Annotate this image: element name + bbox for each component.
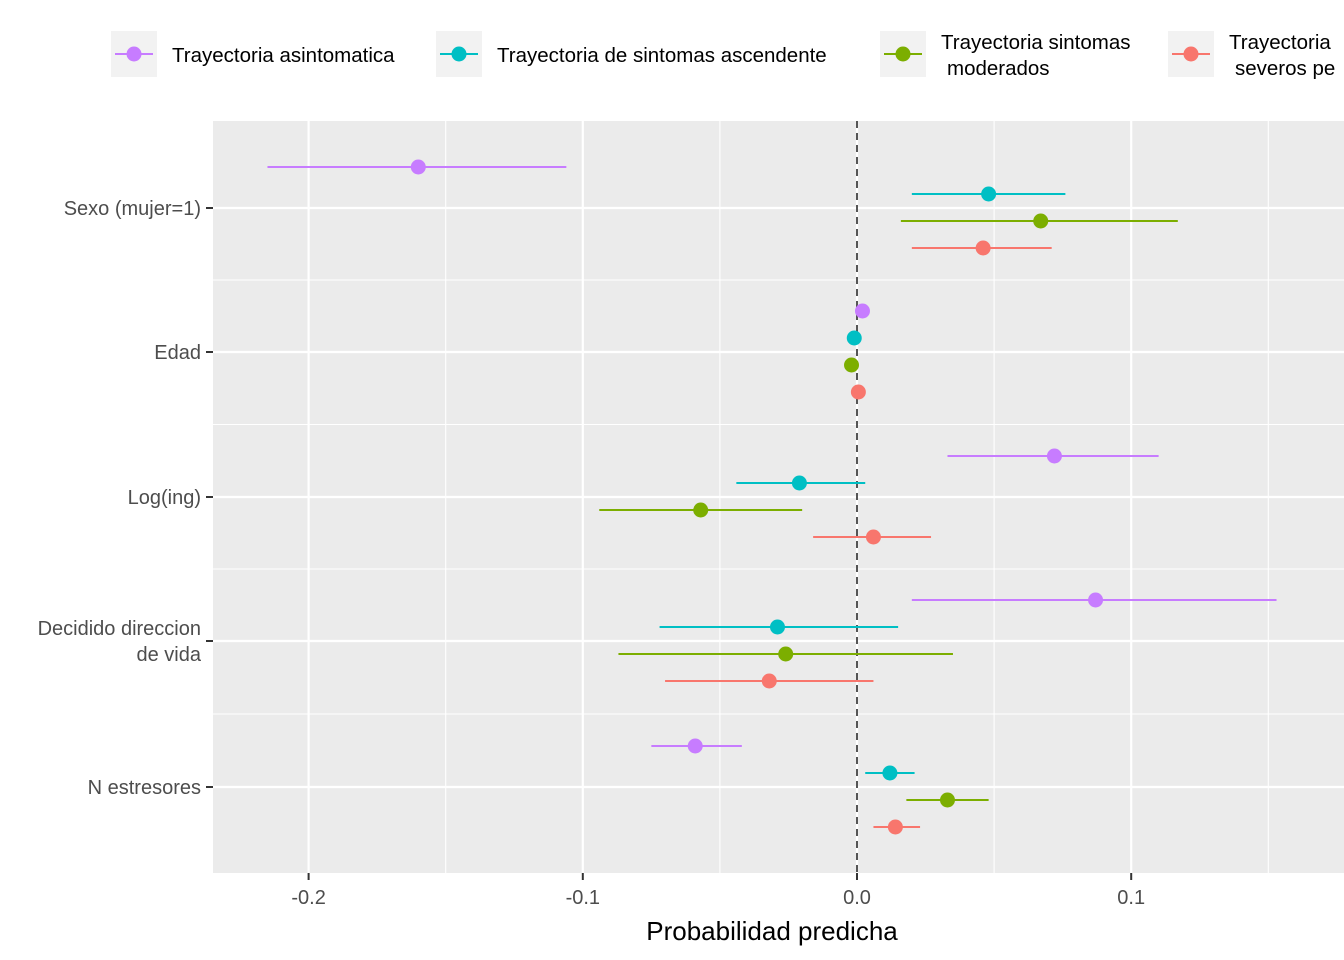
y-tick-label-line: N estresores bbox=[88, 777, 201, 799]
legend-key-point bbox=[451, 46, 467, 62]
legend-label: Trayectoria asintomatica bbox=[172, 44, 395, 67]
legend-label: Trayectoria severos pe bbox=[1229, 31, 1335, 80]
data-point bbox=[1033, 213, 1049, 229]
legend-label: Trayectoria de sintomas ascendente bbox=[497, 44, 827, 67]
legend-label-line: moderados bbox=[947, 57, 1050, 80]
data-point bbox=[410, 159, 426, 175]
data-point bbox=[769, 619, 785, 635]
x-axis: -0.2 -0.1 0.0 0.1 bbox=[291, 873, 1145, 909]
y-tick-label-line: de vida bbox=[137, 644, 202, 666]
x-tick-label: 0.1 bbox=[1117, 887, 1145, 909]
y-tick-label: Edad bbox=[154, 342, 201, 364]
data-point bbox=[981, 186, 997, 202]
y-tick-label: Decidido direccion de vida bbox=[38, 618, 202, 666]
x-axis-title: Probabilidad predicha bbox=[646, 916, 898, 946]
legend-key-point bbox=[895, 46, 911, 62]
legend-label-line: Trayectoria bbox=[1229, 31, 1331, 54]
legend-item: Trayectoria severos pe bbox=[1168, 31, 1335, 80]
legend-key-point bbox=[126, 46, 142, 62]
y-tick-label: N estresores bbox=[88, 777, 201, 799]
y-tick-label-line: Log(ing) bbox=[128, 487, 201, 509]
legend-item: Trayectoria asintomatica bbox=[111, 31, 395, 77]
legend-label-line: Trayectoria de sintomas ascendente bbox=[497, 44, 827, 67]
data-point bbox=[778, 646, 794, 662]
x-tick-label: -0.1 bbox=[566, 887, 600, 909]
y-tick-label-line: Edad bbox=[154, 342, 201, 364]
data-point bbox=[850, 384, 866, 400]
data-point bbox=[854, 303, 870, 319]
data-marks bbox=[267, 159, 1277, 835]
y-tick-label: Sexo (mujer=1) bbox=[64, 198, 201, 220]
data-point bbox=[693, 502, 709, 518]
legend-item: Trayectoria sintomas moderados bbox=[880, 31, 1131, 80]
y-tick-label: Log(ing) bbox=[128, 487, 201, 509]
legend: Trayectoria asintomatica Trayectoria de s… bbox=[111, 31, 1335, 80]
data-point bbox=[846, 330, 862, 346]
y-axis: Sexo (mujer=1) Edad Log(ing) Decidido direc… bbox=[38, 198, 213, 799]
data-point bbox=[1088, 592, 1104, 608]
data-point bbox=[687, 738, 703, 754]
data-point bbox=[882, 765, 898, 781]
legend-label-line: severos pe bbox=[1235, 57, 1335, 80]
data-point bbox=[844, 357, 860, 373]
data-point bbox=[939, 792, 955, 808]
legend-label: Trayectoria sintomas moderados bbox=[941, 31, 1131, 80]
data-point bbox=[975, 240, 991, 256]
data-point bbox=[887, 819, 903, 835]
y-tick-label-line: Sexo (mujer=1) bbox=[64, 198, 201, 220]
legend-label-line: Trayectoria asintomatica bbox=[172, 44, 395, 67]
y-tick-label-line: Decidido direccion bbox=[38, 618, 201, 640]
x-tick-label: 0.0 bbox=[843, 887, 871, 909]
data-point bbox=[865, 529, 881, 545]
data-point bbox=[1046, 448, 1062, 464]
data-point bbox=[761, 673, 777, 689]
data-point bbox=[791, 475, 807, 491]
legend-label-line: Trayectoria sintomas bbox=[941, 31, 1131, 54]
legend-key-point bbox=[1183, 46, 1199, 62]
x-tick-label: -0.2 bbox=[291, 887, 325, 909]
legend-item: Trayectoria de sintomas ascendente bbox=[436, 31, 827, 77]
